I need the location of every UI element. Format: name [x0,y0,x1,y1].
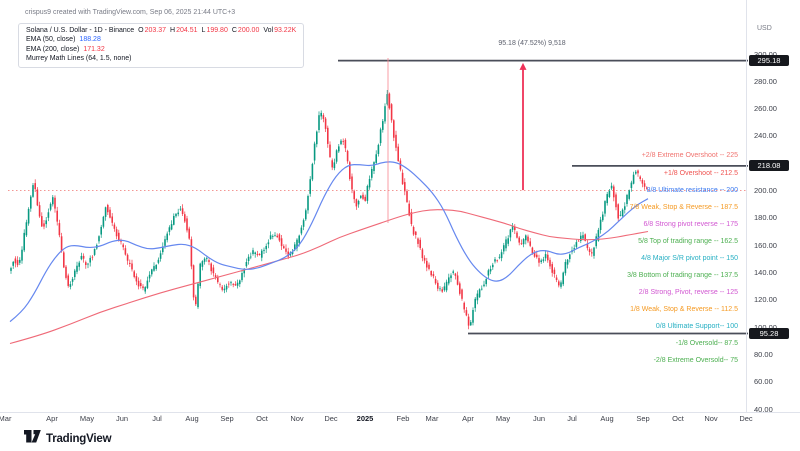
time-tick-label: Sep [636,414,650,423]
ema50-value: 188.28 [79,36,101,44]
time-tick-label: Jul [567,414,577,423]
price-tick-label: 300.00 [754,49,777,59]
chart-legend: Solana / U.S. Dollar - 1D - Binance O203.… [18,23,305,68]
murrey-level-label: 4/8 Major S/R pivot point -- 150 [641,254,738,262]
ohlc-value: 93.22K [274,27,297,34]
ohlc-key: Vol [263,27,274,34]
murrey-level-label: +1/8 Overshoot -- 212.5 [663,169,738,177]
murrey-level-label: -1/8 Oversold-- 87.5 [675,340,738,348]
attribution-text: crispus9 created with TradingView.com, S… [25,9,236,16]
price-tick-label: 180.00 [754,213,777,223]
price-tick-label: 80.00 [754,349,773,359]
murrey-level-label: 5/8 Top of trading range -- 162.5 [638,237,738,245]
indicator-row-ema50[interactable]: EMA (50, close) 188.28 [26,35,296,44]
time-tick-label: 2025 [356,414,374,423]
candles-layer[interactable] [10,90,648,330]
indicator-row-ema200[interactable]: EMA (200, close) 171.32 [26,45,296,54]
time-tick-label: Jun [115,414,129,423]
time-tick-label: Mar [425,414,439,423]
ohlc-key: L [201,27,206,34]
time-tick-label: Dec [324,414,338,423]
price-tick-label: 200.00 [754,186,777,195]
ema200-line[interactable] [9,209,649,345]
tradingview-logo-text: TradingView [46,433,112,445]
price-line-badge: 295.18 [749,55,789,67]
time-tick-label: Jul [152,414,162,423]
price-tick-label: 280.00 [754,76,777,86]
murrey-level-label: 8/8 Ultimate resistance -- 200 [646,186,738,194]
price-tick-label: 40.00 [754,404,773,414]
murrey-level-label: 2/8 Strong, Pivot, reverse -- 125 [638,288,738,296]
ohlc-value: 203.37 [144,27,167,34]
time-tick-label: Sep [220,414,234,423]
time-tick-label: Nov [290,414,304,423]
tradingview-logo[interactable]: TradingView [24,430,112,448]
price-tick-label: 100.00 [754,323,777,332]
price-line-badge: 218.08 [749,160,789,172]
ohlc-values: O203.37 H204.51 L199.80 C200.00 Vol93.22K [134,27,296,34]
price-tick-label: 260.00 [754,104,777,114]
ema200-value: 171.32 [83,45,105,53]
ohlc-key: C [231,27,237,34]
measurement-label[interactable]: 95.18 (47.52%) 9,518 [498,40,566,47]
price-tick-label: 60.00 [754,377,773,387]
time-tick-label: Apr [46,414,58,423]
murrey-level-label: 0/8 Ultimate Support-- 100 [655,323,738,331]
measurement-arrow[interactable] [519,62,527,191]
ohlc-key: O [138,27,144,34]
symbol-title: Solana / U.S. Dollar - 1D - Binance [26,27,135,34]
murrey-level-label: +2/8 Extreme Overshoot -- 225 [641,152,738,160]
ohlc-value: 200.00 [237,27,260,34]
ohlc-key: H [170,27,176,34]
price-line-badge: 95.28 [749,328,789,339]
time-tick-label: May [495,414,511,423]
time-tick-label: Jun [532,414,546,423]
time-tick-label: Feb [396,414,410,423]
tradingview-logo-icon [24,430,41,448]
price-tick-label: 160.00 [754,240,777,250]
murrey-indicator-label: Murrey Math Lines (64, 1.5, none) [26,55,132,63]
time-tick-label: Dec [739,414,753,423]
ohlc-value: 199.80 [206,27,228,34]
time-tick-label: Oct [256,414,268,423]
ema50-line[interactable] [9,161,649,323]
price-tick-label: 240.00 [754,131,777,141]
ohlc-value: 204.51 [176,27,198,34]
time-tick-label: Aug [185,414,199,423]
time-tick-label: Nov [704,414,718,423]
time-tick-label: Oct [672,414,684,423]
murrey-level-label: 3/8 Bottom of trading range -- 137.5 [627,271,738,279]
murrey-level-label: -2/8 Extreme Oversold-- 75 [653,357,738,365]
time-tick-label: May [79,414,95,423]
time-tick-label: Apr [462,414,474,423]
time-axis-border [0,412,800,413]
murrey-level-label: 6/8 Strong pivot reverse -- 175 [643,220,738,228]
price-axis-border [746,0,747,412]
time-tick-label: Aug [600,414,614,423]
symbol-row[interactable]: Solana / U.S. Dollar - 1D - Binance O203.… [26,26,296,35]
indicator-row-murrey[interactable]: Murrey Math Lines (64, 1.5, none) [26,54,296,63]
price-tick-label: 120.00 [754,295,777,305]
time-tick-label: Mar [0,414,12,423]
murrey-level-label: 7/8 Weak, Stop & Reverse -- 187.5 [629,203,738,211]
price-axis-unit: USD [757,25,772,32]
murrey-level-label: 1/8 Weak, Stop & Reverse -- 112.5 [630,306,738,313]
price-tick-label: 140.00 [754,268,777,277]
ema200-label: EMA (200, close) [26,45,80,53]
ema50-label: EMA (50, close) [26,36,76,44]
